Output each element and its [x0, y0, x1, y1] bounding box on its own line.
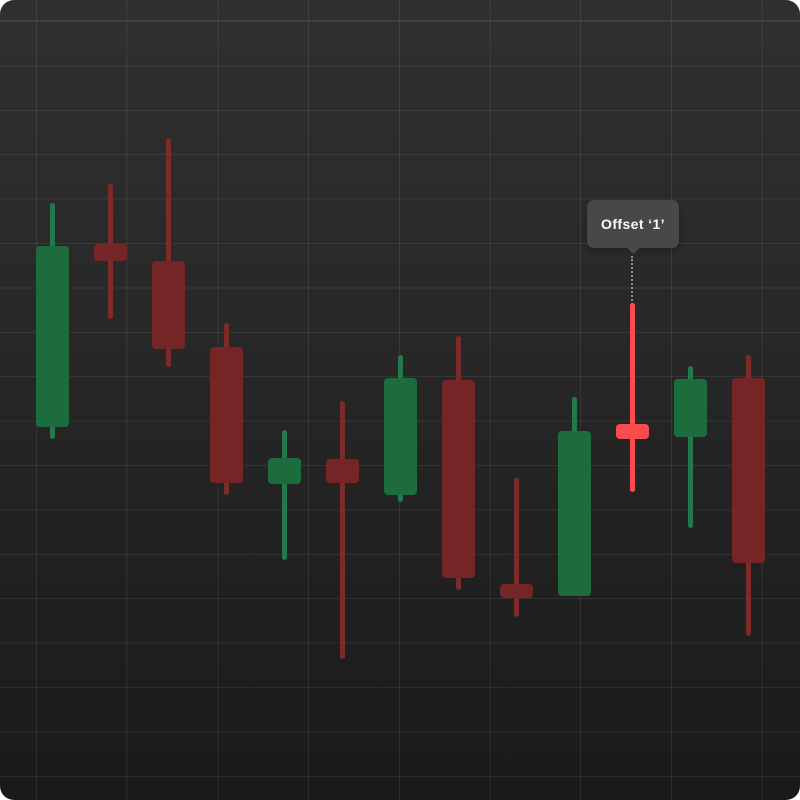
- candle-wick: [165, 138, 171, 367]
- candle-body: [94, 244, 127, 261]
- candle-body: [36, 246, 69, 427]
- candle-body: [615, 424, 649, 439]
- candle-wick: [688, 366, 693, 528]
- candle-body: [267, 458, 301, 484]
- candle-body: [151, 261, 185, 349]
- tooltip-connector-line: [631, 256, 633, 301]
- candle-body: [441, 380, 475, 578]
- candle-wick: [339, 401, 345, 659]
- tooltip: Offset ‘1’: [587, 200, 679, 248]
- candle-wick: [281, 430, 287, 560]
- candle-body: [209, 347, 243, 483]
- candle-body: [674, 379, 707, 437]
- candle-wick: [514, 478, 519, 617]
- candle-body: [384, 378, 417, 495]
- candle-body: [557, 431, 591, 596]
- candle-body: [500, 584, 533, 598]
- tooltip-label: Offset ‘1’: [601, 216, 665, 232]
- candle-body: [325, 459, 359, 483]
- candle-wick: [629, 303, 635, 492]
- candle-body: [732, 378, 765, 563]
